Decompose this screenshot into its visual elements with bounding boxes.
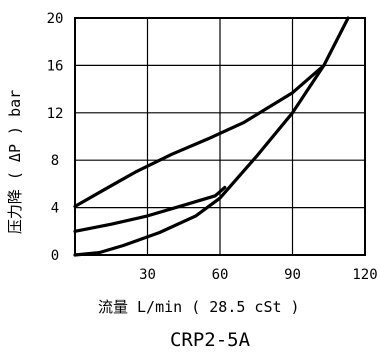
x-tick-label: 60 bbox=[212, 267, 229, 283]
chart-title: CRP2-5A bbox=[170, 329, 251, 351]
series-line-2 bbox=[73, 185, 227, 233]
series-lines bbox=[73, 16, 350, 257]
x-tick-label: 30 bbox=[139, 267, 156, 283]
tick-labels: 30 60 90 120 0 4 8 12 16 20 bbox=[47, 11, 378, 283]
y-tick-label: 4 bbox=[51, 201, 59, 217]
x-tick-label: 120 bbox=[352, 267, 377, 283]
grid bbox=[75, 18, 365, 255]
y-tick-label: 0 bbox=[51, 248, 59, 264]
y-tick-label: 20 bbox=[47, 11, 64, 27]
series-line-3 bbox=[73, 16, 350, 257]
y-tick-label: 12 bbox=[47, 106, 64, 122]
y-axis-title: 压力降 ( ΔP ) bar bbox=[6, 90, 24, 234]
y-tick-label: 8 bbox=[51, 153, 59, 169]
plot-frame bbox=[74, 17, 366, 256]
x-axis-title: 流量 L/min ( 28.5 cSt ) bbox=[98, 298, 300, 316]
series-line-1 bbox=[73, 63, 326, 208]
y-tick-label: 16 bbox=[47, 58, 64, 74]
x-tick-label: 90 bbox=[284, 267, 301, 283]
